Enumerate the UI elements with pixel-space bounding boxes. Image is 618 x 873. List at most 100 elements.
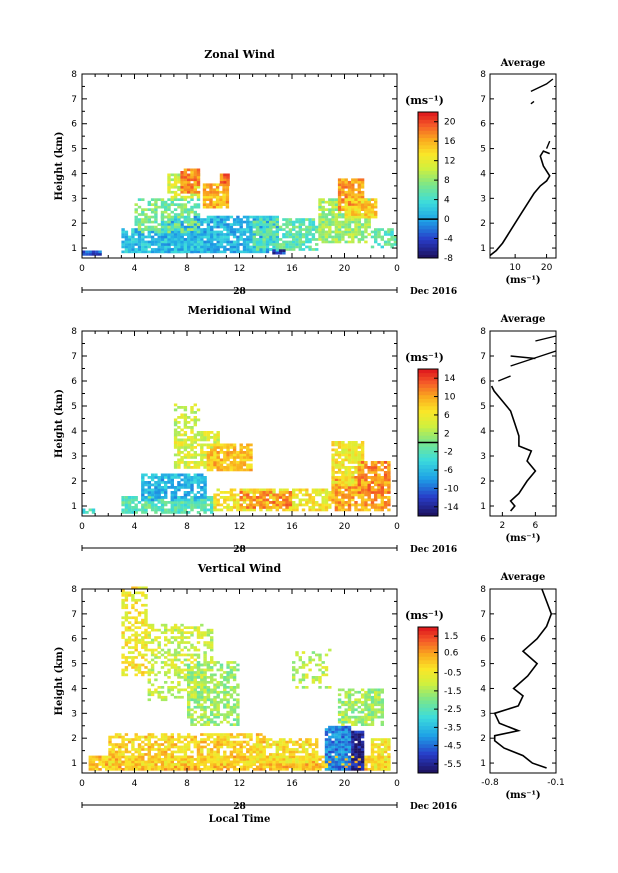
heatmap-cell bbox=[160, 478, 165, 482]
heatmap-cell bbox=[229, 488, 234, 492]
heatmap-cell bbox=[193, 203, 197, 206]
colorbar-segment bbox=[418, 391, 438, 396]
heatmap-cell bbox=[337, 466, 342, 469]
heatmap-cell bbox=[229, 763, 234, 766]
heatmap-cell bbox=[157, 651, 161, 654]
heatmap-cell bbox=[88, 755, 92, 759]
heatmap-cell bbox=[232, 240, 237, 244]
heatmap-cell bbox=[255, 768, 260, 771]
heatmap-cell bbox=[183, 658, 188, 662]
heatmap-cell bbox=[354, 506, 358, 509]
heatmap-cell bbox=[131, 656, 135, 659]
heatmap-cell bbox=[108, 765, 112, 769]
heatmap-cell bbox=[173, 758, 178, 761]
heatmap-cell bbox=[193, 688, 197, 692]
heatmap-cell bbox=[252, 496, 256, 499]
heatmap-cell bbox=[206, 238, 211, 241]
heatmap-cell bbox=[341, 481, 345, 484]
heatmap-cell bbox=[328, 210, 332, 214]
heatmap-cell bbox=[380, 493, 384, 497]
heatmap-cell bbox=[157, 693, 161, 697]
heatmap-cell bbox=[210, 448, 214, 452]
heatmap-cell bbox=[305, 503, 309, 507]
heatmap-cell bbox=[213, 248, 217, 251]
heatmap-cell bbox=[164, 223, 168, 226]
heatmap-cell bbox=[177, 506, 181, 509]
heatmap-cell bbox=[272, 491, 276, 494]
heatmap-cell bbox=[173, 436, 178, 439]
colorbar-tick-label: -2 bbox=[444, 448, 453, 458]
heatmap-cell bbox=[210, 646, 214, 649]
heatmap-cell bbox=[193, 175, 197, 179]
heatmap-cell bbox=[215, 203, 220, 206]
heatmap-cell bbox=[144, 763, 148, 766]
heatmap-cell bbox=[249, 223, 253, 226]
heatmap-cell bbox=[183, 483, 188, 487]
heatmap-cell bbox=[262, 243, 266, 246]
colorbar-segment bbox=[418, 501, 438, 506]
heatmap-cell bbox=[321, 230, 325, 234]
date-day: 28 bbox=[233, 545, 246, 555]
heatmap-cell bbox=[127, 651, 132, 654]
heatmap-cell bbox=[180, 428, 184, 432]
heatmap-cell bbox=[167, 765, 171, 769]
heatmap-cell bbox=[278, 488, 283, 492]
heatmap-cell bbox=[187, 748, 191, 751]
heatmap-cell bbox=[134, 626, 138, 629]
heatmap-cell bbox=[200, 458, 204, 462]
heatmap-cell bbox=[311, 228, 316, 231]
heatmap-cell bbox=[229, 735, 234, 739]
heatmap-cell bbox=[298, 228, 302, 231]
heatmap-cell bbox=[262, 498, 266, 502]
heatmap-cell bbox=[203, 443, 207, 447]
heatmap-cell bbox=[272, 230, 276, 234]
heatmap-cell bbox=[160, 491, 165, 494]
heatmap-cell bbox=[167, 638, 171, 642]
heatmap-cell bbox=[118, 750, 122, 754]
heatmap-cell bbox=[216, 431, 220, 434]
heatmap-cell bbox=[177, 643, 181, 647]
heatmap-cell bbox=[377, 486, 381, 489]
heatmap-cell bbox=[288, 493, 293, 497]
heatmap-cell bbox=[167, 476, 171, 479]
heatmap-cell bbox=[196, 676, 201, 679]
heatmap-cell bbox=[259, 496, 263, 499]
heatmap-cell bbox=[203, 456, 207, 459]
heatmap-cell bbox=[249, 238, 253, 241]
heatmap-cell bbox=[210, 511, 214, 514]
heatmap-cell bbox=[141, 491, 145, 494]
heatmap-cell bbox=[383, 233, 388, 236]
heatmap-cell bbox=[200, 245, 204, 249]
heatmap-cell bbox=[223, 733, 227, 736]
heatmap-cell bbox=[200, 488, 204, 492]
heatmap-cell bbox=[380, 481, 384, 484]
heatmap-cell bbox=[347, 481, 352, 484]
heatmap-cell bbox=[288, 508, 293, 512]
heatmap-cell bbox=[360, 230, 365, 234]
heatmap-cell bbox=[150, 215, 155, 219]
heatmap-cell bbox=[187, 663, 191, 667]
heatmap-cell bbox=[337, 238, 342, 241]
heatmap-cell bbox=[141, 768, 145, 771]
heatmap-cell bbox=[150, 220, 155, 224]
heatmap-cell bbox=[200, 688, 204, 692]
heatmap-cell bbox=[200, 718, 204, 721]
heatmap-cell bbox=[154, 198, 158, 201]
heatmap-cell bbox=[164, 215, 168, 219]
heatmap-cell bbox=[259, 248, 263, 251]
heatmap-cell bbox=[98, 755, 102, 759]
heatmap-cell bbox=[187, 421, 191, 424]
heatmap-cell bbox=[226, 468, 230, 472]
heatmap-cell bbox=[180, 478, 184, 482]
heatmap-cell bbox=[318, 220, 322, 224]
heatmap-cell bbox=[269, 243, 273, 246]
heatmap-cell bbox=[193, 451, 197, 454]
heatmap-cell bbox=[203, 506, 207, 509]
heatmap-cell bbox=[134, 621, 138, 624]
colorbar-segment bbox=[418, 453, 438, 458]
heatmap-cell bbox=[364, 240, 368, 244]
heatmap-cell bbox=[131, 228, 135, 231]
heatmap-cell bbox=[154, 208, 158, 211]
heatmap-cell bbox=[210, 215, 214, 219]
profile-y-tick-label: 5 bbox=[480, 145, 486, 155]
